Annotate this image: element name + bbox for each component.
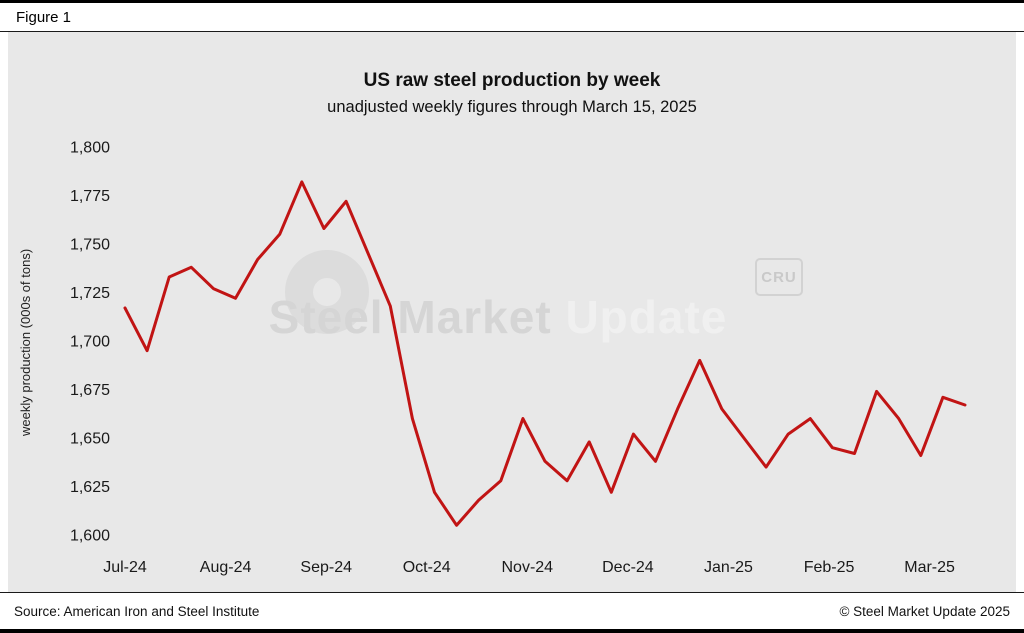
x-tick-label: Nov-24 — [502, 559, 554, 576]
y-tick-label: 1,750 — [70, 237, 110, 254]
x-tick-label: Sep-24 — [300, 559, 352, 576]
footer: Source: American Iron and Steel Institut… — [0, 593, 1024, 629]
y-tick-label: 1,600 — [70, 528, 110, 545]
x-tick-label: Aug-24 — [200, 559, 252, 576]
y-tick-label: 1,775 — [70, 188, 110, 205]
production-line — [123, 180, 967, 527]
figure-label: Figure 1 — [16, 8, 72, 26]
plot-svg: 1,600 1,625 1,650 1,675 1,700 1,725 1,750 1,775… — [70, 140, 967, 576]
y-tick-label: 1,625 — [70, 479, 110, 496]
bottom-border — [0, 629, 1024, 633]
copyright-text: © Steel Market Update 2025 — [839, 603, 1010, 619]
top-border — [0, 0, 1024, 3]
y-tick-label: 1,675 — [70, 382, 110, 399]
x-tick-label: Oct-24 — [403, 559, 451, 576]
x-tick-label: Feb-25 — [804, 559, 855, 576]
footer-divider — [0, 592, 1024, 593]
y-tick-label: 1,800 — [70, 140, 110, 157]
x-tick-label: Jul-24 — [103, 559, 147, 576]
y-tick-label: 1,650 — [70, 431, 110, 448]
x-tick-label: Jan-25 — [704, 559, 753, 576]
chart-title: US raw steel production by week — [363, 70, 661, 91]
figure-header: Figure 1 — [0, 3, 1024, 31]
x-tick-label: Dec-24 — [602, 559, 654, 576]
header-divider — [0, 31, 1024, 32]
source-text: Source: American Iron and Steel Institut… — [14, 603, 260, 619]
y-tick-label: 1,700 — [70, 334, 110, 351]
y-tick-label: 1,725 — [70, 285, 110, 302]
chart-panel: US raw steel production by week unadjust… — [8, 32, 1016, 592]
x-tick-label: Mar-25 — [904, 559, 955, 576]
chart-subtitle: unadjusted weekly figures through March … — [327, 98, 697, 116]
